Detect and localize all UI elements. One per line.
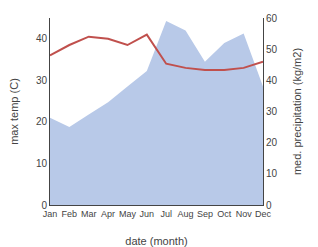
svg-text:Jan: Jan (43, 209, 58, 219)
svg-text:30: 30 (266, 106, 278, 117)
svg-text:60: 60 (266, 13, 278, 24)
svg-text:Mar: Mar (81, 209, 97, 219)
svg-text:20: 20 (266, 137, 278, 148)
svg-text:50: 50 (266, 44, 278, 55)
svg-text:Aug: Aug (178, 209, 194, 219)
svg-text:30: 30 (36, 75, 48, 86)
svg-text:10: 10 (36, 158, 48, 169)
svg-text:Jul: Jul (160, 209, 172, 219)
svg-text:Feb: Feb (62, 209, 78, 219)
svg-text:max temp (C): max temp (C) (8, 78, 20, 145)
svg-text:10: 10 (266, 168, 278, 179)
svg-text:40: 40 (266, 75, 278, 86)
svg-text:40: 40 (36, 33, 48, 44)
svg-text:med. precipitation (kg/m2): med. precipitation (kg/m2) (291, 48, 303, 175)
svg-text:Jun: Jun (140, 209, 155, 219)
svg-text:date (month): date (month) (125, 235, 187, 247)
svg-text:Oct: Oct (217, 209, 232, 219)
svg-text:Apr: Apr (101, 209, 115, 219)
svg-text:Dec: Dec (255, 209, 272, 219)
svg-text:Nov: Nov (236, 209, 253, 219)
svg-text:May: May (119, 209, 137, 219)
svg-text:Sep: Sep (197, 209, 213, 219)
svg-text:20: 20 (36, 116, 48, 127)
svg-text:0: 0 (41, 200, 47, 211)
svg-text:0: 0 (266, 200, 272, 211)
